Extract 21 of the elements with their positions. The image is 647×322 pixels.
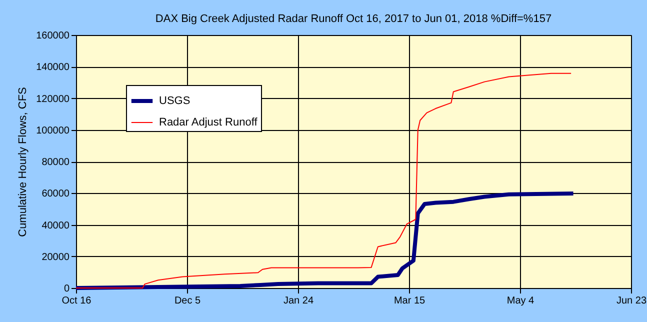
y-tick-label: 0 [64, 284, 70, 294]
y-tick-label: 100000 [36, 125, 70, 136]
y-tick-label: 80000 [42, 157, 70, 168]
x-tick-label: Oct 16 [62, 296, 92, 306]
y-tick-label: 20000 [42, 252, 70, 263]
y-tick-label: 60000 [42, 188, 70, 200]
legend-label: Radar Adjust Runoff [159, 116, 258, 128]
y-tick-label: 160000 [36, 30, 70, 42]
y-tick-label: 120000 [36, 94, 70, 105]
x-tick-label: Jan 24 [283, 296, 314, 306]
x-tick-label: Dec 5 [174, 296, 201, 306]
y-tick-label: 140000 [36, 62, 70, 74]
x-tick-label: Mar 15 [394, 296, 426, 306]
legend-label: USGS [159, 95, 190, 107]
y-tick-label: 40000 [42, 220, 70, 232]
line-series [76, 72, 572, 288]
x-tick-label: Jun 23 [616, 296, 647, 306]
chart-title: DAX Big Creek Adjusted Radar Runoff Oct 16, 2017 to Jun 01, 2018 %Diff=%157 [155, 13, 552, 25]
y-axis-title: Cumulative Hourly Flows, CFS [17, 87, 30, 237]
x-tick-label: May 4 [506, 296, 535, 306]
line-series [74, 191, 576, 290]
